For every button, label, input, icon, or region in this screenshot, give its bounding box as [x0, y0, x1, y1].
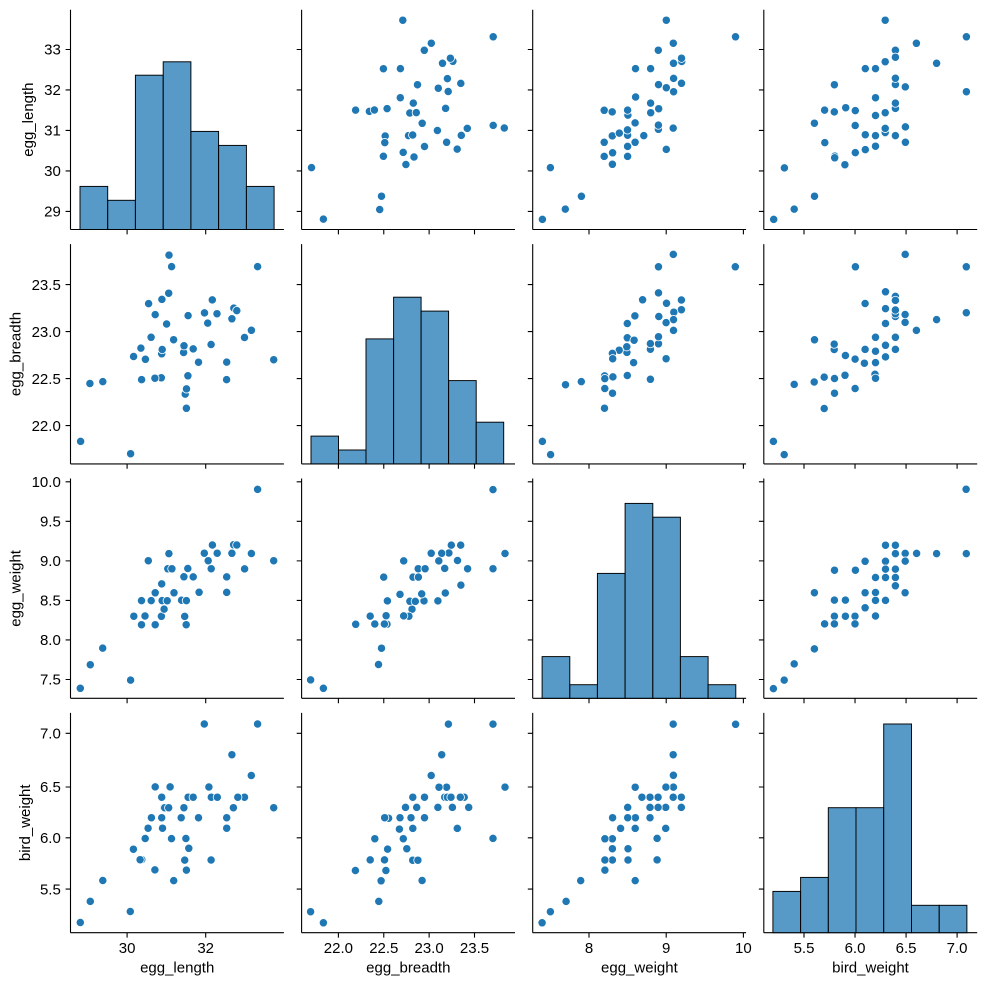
svg-text:egg_weight: egg_weight — [8, 549, 25, 627]
svg-text:9.0: 9.0 — [40, 553, 61, 570]
svg-text:7.0: 7.0 — [40, 726, 61, 743]
svg-text:22.0: 22.0 — [324, 940, 353, 957]
svg-text:22.5: 22.5 — [369, 940, 398, 957]
svg-text:22.5: 22.5 — [32, 371, 61, 388]
svg-text:egg_length: egg_length — [140, 960, 214, 977]
svg-text:egg_weight: egg_weight — [601, 960, 679, 977]
svg-text:32: 32 — [197, 940, 214, 957]
svg-text:30: 30 — [44, 163, 61, 180]
svg-text:32: 32 — [44, 82, 61, 99]
svg-text:33: 33 — [44, 42, 61, 59]
svg-text:7.0: 7.0 — [947, 940, 968, 957]
svg-text:6.0: 6.0 — [845, 940, 866, 957]
svg-text:7.5: 7.5 — [40, 672, 61, 689]
svg-text:9: 9 — [662, 940, 670, 957]
svg-text:6.5: 6.5 — [896, 940, 917, 957]
svg-text:egg_breadth: egg_breadth — [366, 960, 450, 977]
svg-text:8.5: 8.5 — [40, 593, 61, 610]
svg-text:22.0: 22.0 — [32, 418, 61, 435]
svg-text:23.0: 23.0 — [414, 940, 443, 957]
svg-text:egg_length: egg_length — [20, 82, 37, 156]
svg-text:6.0: 6.0 — [40, 830, 61, 847]
svg-text:8.0: 8.0 — [40, 632, 61, 649]
svg-text:23.5: 23.5 — [460, 940, 489, 957]
svg-text:30: 30 — [119, 940, 136, 957]
svg-text:8: 8 — [585, 940, 593, 957]
svg-text:bird_weight: bird_weight — [832, 960, 910, 977]
svg-text:10: 10 — [735, 940, 752, 957]
svg-text:10.0: 10.0 — [32, 474, 61, 491]
svg-text:29: 29 — [44, 204, 61, 221]
svg-text:23.5: 23.5 — [32, 277, 61, 294]
svg-text:9.5: 9.5 — [40, 514, 61, 531]
svg-text:23.0: 23.0 — [32, 324, 61, 341]
svg-text:5.5: 5.5 — [40, 881, 61, 898]
svg-text:egg_breadth: egg_breadth — [7, 312, 24, 396]
svg-text:6.5: 6.5 — [40, 779, 61, 796]
svg-text:bird_weight: bird_weight — [17, 784, 34, 862]
svg-text:31: 31 — [44, 123, 61, 140]
svg-text:5.5: 5.5 — [794, 940, 815, 957]
